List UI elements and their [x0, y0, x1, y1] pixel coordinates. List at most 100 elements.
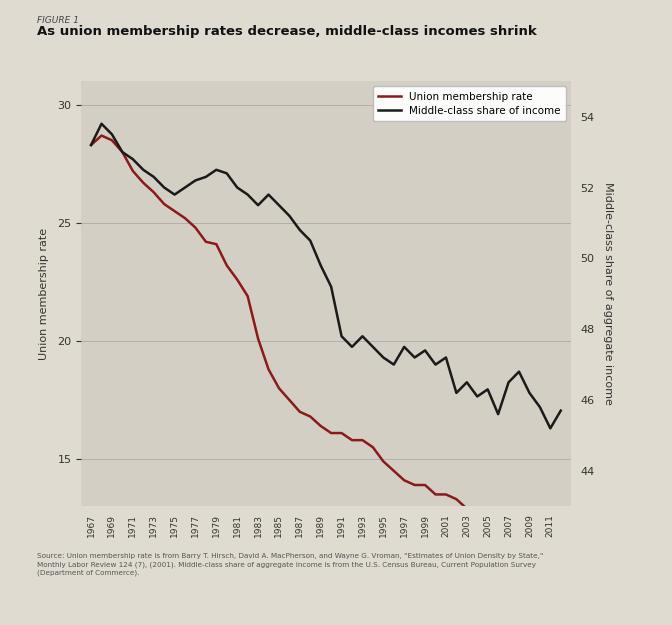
Union membership rate	[452, 496, 460, 503]
Y-axis label: Union membership rate: Union membership rate	[39, 228, 49, 360]
Union membership rate	[463, 505, 471, 512]
Union membership rate	[494, 526, 502, 534]
Middle-class share of income	[494, 411, 502, 418]
Text: Source: Union membership rate is from Barry T. Hirsch, David A. MacPherson, and : Source: Union membership rate is from Ba…	[37, 553, 544, 576]
Middle-class share of income	[286, 212, 294, 219]
Middle-class share of income	[108, 131, 116, 138]
Union membership rate	[222, 262, 230, 269]
Line: Middle-class share of income: Middle-class share of income	[91, 124, 560, 428]
Union membership rate	[421, 481, 429, 489]
Union membership rate	[358, 436, 366, 444]
Union membership rate	[296, 408, 304, 416]
Union membership rate	[244, 292, 252, 300]
Union membership rate	[306, 412, 314, 420]
Middle-class share of income	[233, 184, 241, 191]
Middle-class share of income	[431, 361, 439, 368]
Union membership rate	[379, 458, 387, 465]
Union membership rate	[317, 422, 325, 430]
Union membership rate	[265, 366, 273, 373]
Middle-class share of income	[265, 191, 273, 198]
Middle-class share of income	[97, 120, 106, 127]
Middle-class share of income	[526, 389, 534, 397]
Middle-class share of income	[369, 343, 377, 351]
Line: Union membership rate: Union membership rate	[91, 136, 560, 546]
Middle-class share of income	[442, 354, 450, 361]
Union membership rate	[431, 491, 439, 498]
Union membership rate	[275, 384, 283, 392]
Middle-class share of income	[87, 141, 95, 149]
Middle-class share of income	[192, 177, 200, 184]
Union membership rate	[118, 148, 126, 156]
Union membership rate	[254, 335, 262, 342]
Middle-class share of income	[254, 201, 262, 209]
Middle-class share of income	[202, 173, 210, 181]
Middle-class share of income	[306, 237, 314, 244]
Middle-class share of income	[118, 148, 126, 156]
Middle-class share of income	[358, 332, 366, 340]
Union membership rate	[202, 238, 210, 246]
Middle-class share of income	[212, 166, 220, 174]
Middle-class share of income	[546, 424, 554, 432]
Middle-class share of income	[556, 407, 564, 414]
Middle-class share of income	[296, 226, 304, 234]
Middle-class share of income	[317, 262, 325, 269]
Union membership rate	[108, 136, 116, 144]
Union membership rate	[546, 531, 554, 538]
Union membership rate	[536, 529, 544, 536]
Middle-class share of income	[160, 184, 168, 191]
Union membership rate	[129, 168, 137, 175]
Y-axis label: Middle-class share of aggregate income: Middle-class share of aggregate income	[603, 182, 613, 405]
Union membership rate	[97, 132, 106, 139]
Union membership rate	[515, 517, 523, 524]
Legend: Union membership rate, Middle-class share of income: Union membership rate, Middle-class shar…	[373, 86, 566, 121]
Union membership rate	[181, 214, 189, 222]
Union membership rate	[160, 200, 168, 208]
Union membership rate	[150, 189, 158, 196]
Middle-class share of income	[421, 347, 429, 354]
Middle-class share of income	[463, 379, 471, 386]
Union membership rate	[400, 476, 408, 484]
Middle-class share of income	[171, 191, 179, 198]
Union membership rate	[233, 276, 241, 283]
Middle-class share of income	[400, 343, 408, 351]
Union membership rate	[327, 429, 335, 437]
Middle-class share of income	[515, 368, 523, 376]
Middle-class share of income	[452, 389, 460, 397]
Middle-class share of income	[484, 386, 492, 393]
Middle-class share of income	[129, 156, 137, 163]
Union membership rate	[411, 481, 419, 489]
Union membership rate	[286, 396, 294, 404]
Middle-class share of income	[222, 169, 230, 177]
Middle-class share of income	[379, 354, 387, 361]
Union membership rate	[212, 241, 220, 248]
Union membership rate	[442, 491, 450, 498]
Middle-class share of income	[473, 392, 481, 400]
Middle-class share of income	[139, 166, 147, 174]
Middle-class share of income	[181, 184, 189, 191]
Union membership rate	[505, 524, 513, 531]
Middle-class share of income	[150, 173, 158, 181]
Union membership rate	[87, 141, 95, 149]
Union membership rate	[390, 467, 398, 474]
Union membership rate	[348, 436, 356, 444]
Middle-class share of income	[348, 343, 356, 351]
Union membership rate	[556, 542, 564, 550]
Middle-class share of income	[244, 191, 252, 198]
Union membership rate	[337, 429, 345, 437]
Middle-class share of income	[337, 332, 345, 340]
Middle-class share of income	[390, 361, 398, 368]
Union membership rate	[369, 444, 377, 451]
Middle-class share of income	[411, 354, 419, 361]
Middle-class share of income	[536, 403, 544, 411]
Middle-class share of income	[505, 379, 513, 386]
Middle-class share of income	[327, 283, 335, 291]
Text: FIGURE 1: FIGURE 1	[37, 16, 79, 24]
Union membership rate	[473, 514, 481, 522]
Middle-class share of income	[275, 201, 283, 209]
Union membership rate	[192, 224, 200, 231]
Union membership rate	[139, 179, 147, 186]
Union membership rate	[484, 514, 492, 522]
Text: As union membership rates decrease, middle-class incomes shrink: As union membership rates decrease, midd…	[37, 25, 537, 38]
Union membership rate	[526, 519, 534, 526]
Union membership rate	[171, 208, 179, 215]
